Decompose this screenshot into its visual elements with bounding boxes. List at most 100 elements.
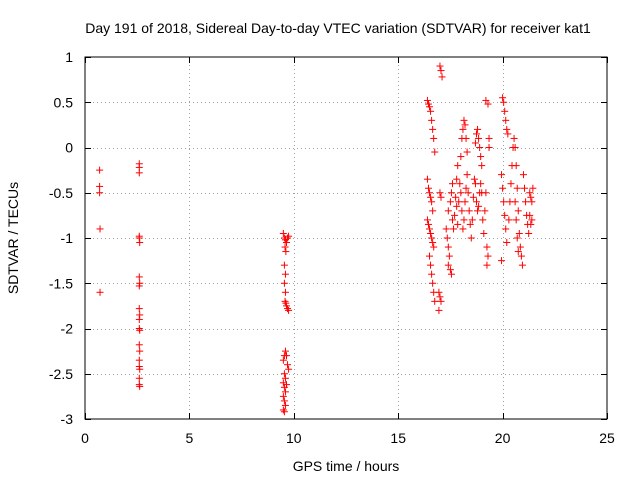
data-point [285, 365, 293, 373]
data-point [96, 225, 104, 233]
data-point [500, 198, 508, 206]
x-tick-labels: 0 5 10 15 20 25 [81, 430, 615, 446]
data-point [502, 225, 510, 233]
data-point [464, 189, 472, 197]
data-point [442, 225, 450, 233]
data-point [500, 98, 508, 106]
data-point [281, 401, 289, 409]
data-point [96, 166, 104, 174]
data-point [469, 193, 477, 201]
y-tick-label: 0 [65, 140, 73, 156]
axis-ticks [85, 57, 608, 420]
data-point [135, 341, 143, 349]
data-point [136, 382, 144, 390]
data-point [474, 125, 482, 133]
data-point [135, 273, 143, 281]
data-point [451, 211, 459, 219]
y-tick-label: -2.5 [49, 366, 73, 382]
y-tick-label: -3 [61, 411, 74, 427]
data-point [279, 392, 287, 400]
data-point [527, 220, 535, 228]
data-point [436, 189, 444, 197]
data-point [426, 225, 434, 233]
data-point [453, 175, 461, 183]
data-point [461, 121, 469, 129]
data-point [423, 96, 431, 104]
data-point [528, 216, 536, 224]
data-point [280, 408, 288, 416]
data-point [447, 270, 455, 278]
data-point [515, 229, 523, 237]
data-point [462, 184, 470, 192]
data-point [480, 229, 488, 237]
data-point [285, 306, 293, 314]
data-point [482, 189, 490, 197]
data-point [424, 184, 432, 192]
data-point [444, 243, 452, 251]
data-point [429, 207, 437, 215]
data-point [424, 220, 432, 228]
data-point [280, 397, 288, 405]
data-point [426, 103, 434, 111]
data-point [467, 234, 475, 242]
data-point [281, 297, 289, 305]
data-point [281, 270, 289, 278]
data-point [284, 234, 292, 242]
data-point [478, 162, 486, 170]
data-point [452, 193, 460, 201]
data-point [135, 315, 143, 323]
data-point [429, 239, 437, 247]
data-point [460, 116, 468, 124]
data-point [455, 198, 463, 206]
data-point [512, 216, 520, 224]
data-point [527, 193, 535, 201]
data-point [503, 125, 511, 133]
data-point [525, 229, 533, 237]
data-point [529, 184, 537, 192]
y-tick-label: -1.5 [49, 275, 73, 291]
data-point [135, 356, 143, 364]
data-point [448, 216, 456, 224]
data-point [521, 184, 529, 192]
data-point [458, 207, 466, 215]
x-tick-label: 15 [390, 430, 406, 446]
data-point [430, 134, 438, 142]
data-point [282, 239, 290, 247]
data-point [484, 252, 492, 260]
y-axis-label: SDTVAR / TECUs [5, 182, 21, 294]
data-point [428, 234, 436, 242]
y-tick-label: 0.5 [54, 94, 74, 110]
data-point [135, 282, 143, 290]
data-point [526, 189, 534, 197]
data-point [135, 374, 143, 382]
data-point [459, 125, 467, 133]
data-point [443, 234, 451, 242]
data-point [96, 189, 104, 197]
data-point [498, 257, 506, 265]
data-point [512, 162, 520, 170]
data-point [279, 356, 287, 364]
y-tick-label: 1 [65, 49, 73, 65]
data-point [281, 374, 289, 382]
data-point [438, 73, 446, 81]
data-point [470, 175, 478, 183]
data-point [446, 266, 454, 274]
data-point [501, 107, 509, 115]
data-point [453, 202, 461, 210]
data-point [431, 297, 439, 305]
data-point [279, 379, 287, 387]
data-point [284, 305, 292, 313]
data-point [519, 171, 527, 179]
data-point [463, 171, 471, 179]
data-point [426, 252, 434, 260]
data-point [135, 169, 143, 177]
data-point [461, 198, 469, 206]
y-tick-label: -0.5 [49, 185, 73, 201]
x-axis-label: GPS time / hours [293, 458, 400, 474]
data-point [505, 216, 513, 224]
data-point [463, 148, 471, 156]
data-point [281, 347, 289, 355]
data-point [280, 279, 288, 287]
data-point [446, 198, 454, 206]
